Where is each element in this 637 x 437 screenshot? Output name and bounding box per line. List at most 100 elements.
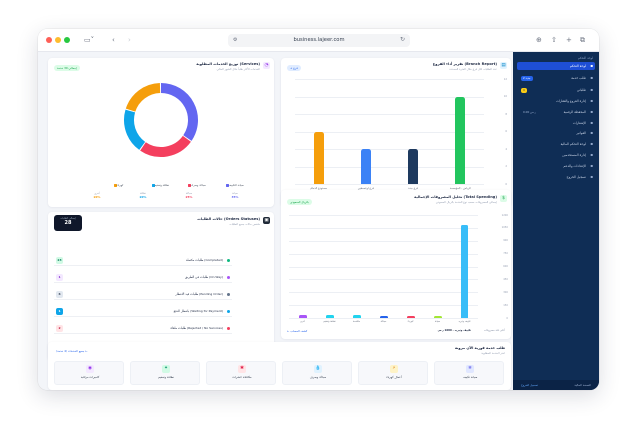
branch-bar[interactable] [313, 131, 324, 184]
spending-bar[interactable] [433, 316, 442, 318]
maximize-window-button[interactable] [64, 37, 70, 43]
legend-swatch [151, 183, 155, 187]
stat-value: 20% [93, 195, 101, 199]
services-legend-item: كهرباء [112, 183, 123, 187]
sidebar-item-8[interactable]: ▪ لوحة التحكم المالية [517, 140, 595, 148]
forward-icon[interactable]: › [128, 36, 131, 44]
sidebar-toggle-icon[interactable]: ▭˅ [84, 36, 95, 44]
order-status-row[interactable]: 2 طلبات ملغاة (Rejected / No Services) [54, 322, 232, 334]
branch-gridline [295, 79, 484, 80]
services-card-subtitle: الخدمات الأكثر طلباً خلال الشهر الحالي [216, 67, 260, 71]
download-icon[interactable]: ⊕ [536, 36, 542, 44]
order-status-row[interactable]: 23 طلبات مكتملة (Completed) [54, 254, 232, 266]
stat-label: أخرى [94, 192, 100, 195]
branch-x-label: فرع جدة [408, 186, 418, 190]
orders-status-card: ▣ حالات الطلبات (Orders Statuses) ملخص ح… [48, 212, 274, 361]
spending-x-label: صيانة [434, 320, 441, 323]
site-settings-icon[interactable]: ⚙ [233, 37, 238, 43]
sidebar-item-1[interactable]: ▪ لوحة التحكم [517, 62, 595, 70]
sidebar-item-4[interactable]: ▪ إدارة الفروع والعقارات [517, 97, 595, 105]
services-stat: نظافة 20% [126, 192, 160, 199]
new-tab-icon[interactable]: + [566, 36, 572, 44]
currency-pill: بالريال السعودي [287, 199, 312, 205]
orders-icon: ▣ [263, 217, 270, 224]
sidebar-item-9[interactable]: ▪ إدارة المستخدمين [517, 151, 595, 159]
service-tile[interactable]: ✦ نظافة وتعقيم [130, 361, 200, 385]
spending-y-tick: 600 [503, 265, 508, 268]
order-status-row[interactable]: 1 بانتظار الدفع (Waiting for Payment) [54, 305, 232, 317]
spending-card-title: تحليل المصروفات الإجمالية (Total Spendin… [414, 195, 497, 199]
logout-icon: ▪ [590, 174, 593, 179]
sidebar-item-label: إدارة الفروع والعقارات [555, 99, 586, 103]
address-bar[interactable]: ⚙ business.lajeer.com ↻ [228, 34, 410, 47]
stat-value: 25% [185, 195, 193, 199]
sidebar-item-11[interactable]: ▪ تسجيل الخروج [517, 173, 595, 181]
donut-slice[interactable] [124, 109, 146, 150]
donut-slice[interactable] [125, 83, 161, 112]
close-window-button[interactable] [46, 37, 52, 43]
spending-bar[interactable] [352, 314, 361, 318]
spending-x-label: مكافحة [352, 320, 360, 323]
orders-card-subtitle: ملخص حالات جميع الطلبات [229, 222, 260, 226]
service-tile[interactable]: ❄ صيانة تكييف [434, 361, 504, 385]
status-label: طلبات مكتملة (Completed) [185, 257, 223, 262]
service-tile[interactable]: 💧 سباكة وصرف [282, 361, 352, 385]
branch-y-tick: 0 [505, 182, 507, 186]
service-tile-label: أعمال كهرباء [386, 375, 402, 379]
service-tile-label: كاميرات مراقبة [80, 375, 100, 379]
service-tile[interactable]: ✱ مكافحة حشرات [206, 361, 276, 385]
reload-icon[interactable]: ↻ [399, 36, 405, 43]
service-tile[interactable]: ⚡ أعمال كهرباء [358, 361, 428, 385]
branch-bar[interactable] [360, 149, 371, 184]
spending-gridline [289, 292, 478, 294]
sidebar-item-7[interactable]: ▪ الفواتير [517, 129, 595, 137]
branch-bar[interactable] [455, 96, 466, 184]
spending-y-tick: 300 [503, 290, 508, 294]
sparkle-icon: ✦ [162, 365, 170, 373]
spending-bar[interactable] [406, 315, 415, 318]
share-icon[interactable]: ⇧ [551, 36, 557, 44]
sidebar: لوحة التحكم ▪ لوحة التحكم ▪ طلب خدمة 2 جديد ▪… [513, 52, 599, 390]
services-distribution-card: ◔ توزيع الخدمات المطلوبة (Services) الخد… [48, 58, 274, 207]
spending-y-tick: 150 [503, 303, 508, 307]
sidebar-item-3[interactable]: ▪ طلباتي 4 [517, 86, 595, 94]
service-tile-label: سباكة وصرف [309, 375, 327, 379]
branch-y-tick: 8 [505, 112, 507, 116]
service-tile[interactable]: ◉ كاميرات مراقبة [54, 361, 124, 385]
spending-bar[interactable] [379, 316, 388, 318]
branch-gridline [295, 149, 484, 150]
browser-window: ▭˅ ‹ › ⚙ business.lajeer.com ↻ ⊕ ⇧ + ⧉ ل… [38, 29, 599, 390]
spending-bar[interactable] [461, 225, 468, 318]
sidebar-item-5[interactable]: ▪ المحفظة الرقمية 0.00 ر.س [517, 108, 595, 116]
sidebar-item-subvalue: 0.00 ر.س [523, 110, 536, 114]
order-status-row[interactable]: 1 طلبات في الطريق (On Way) [54, 271, 232, 283]
back-icon[interactable]: ‹ [112, 36, 115, 44]
donut-slice[interactable] [160, 83, 198, 141]
tab-overview-icon[interactable]: ⧉ [580, 36, 585, 44]
pie-chart-icon: ◔ [263, 62, 270, 69]
branch-bar[interactable] [408, 149, 419, 184]
service-tile-label: صيانة تكييف [462, 375, 478, 379]
sidebar-item-10[interactable]: ▪ الإعدادات والدعم [517, 162, 595, 170]
sidebar-item-6[interactable]: ▪ الإشعارات [517, 119, 595, 127]
spending-x-label: أخرى [299, 320, 306, 323]
branch-x-label: مستودع الدمام [310, 186, 327, 190]
spending-bar[interactable] [325, 314, 334, 318]
sidebar-badge: 2 جديد [521, 75, 533, 81]
spending-y-tick: 750 [503, 252, 508, 256]
sidebar-item-2[interactable]: ▪ طلب خدمة 2 جديد [517, 74, 595, 82]
all-services-link[interactable]: جميع الخدمات (4 خدمة) ← [56, 349, 88, 353]
branch-chart-icon: ▤ [500, 62, 507, 69]
drop-icon: 💧 [314, 365, 322, 373]
services-stat: صيانة 35% [218, 192, 252, 199]
donut-slice[interactable] [140, 135, 191, 157]
spending-gridline [289, 266, 478, 268]
logout-link[interactable]: تسجيل الخروج [521, 383, 539, 387]
stat-value: 20% [139, 195, 147, 199]
spending-bar[interactable] [298, 314, 307, 318]
order-status-row[interactable]: 6 طلبات قيد الانتظار (Pending Order) [54, 288, 232, 300]
add-branch-pill[interactable]: + فرع [287, 65, 301, 71]
minimize-window-button[interactable] [55, 37, 61, 43]
statement-link[interactable]: ← كشف الحساب [287, 329, 308, 333]
services-legend-item: نظافة وتعقيم [150, 183, 169, 187]
